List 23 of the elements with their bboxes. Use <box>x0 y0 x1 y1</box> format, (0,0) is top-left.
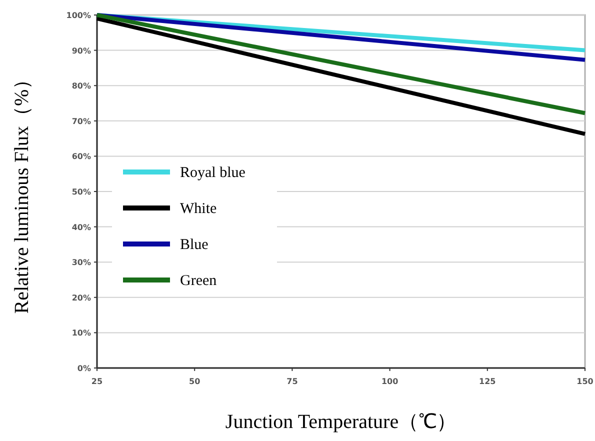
x-tick-label: 25 <box>91 377 103 386</box>
y-tick-label: 80% <box>72 82 91 91</box>
y-tick-label: 0% <box>77 364 91 373</box>
x-tick-label: 50 <box>189 377 201 386</box>
legend-label: Green <box>180 273 218 289</box>
y-tick-label: 70% <box>72 116 91 126</box>
y-tick-label: 30% <box>72 258 91 268</box>
y-tick-label: 20% <box>72 293 91 302</box>
y-axis-title: Relative luminous Flux（%） <box>11 69 33 314</box>
y-tick-label: 10% <box>72 328 91 338</box>
y-tick-label: 100% <box>66 11 91 20</box>
x-axis-title: Junction Temperature（℃） <box>225 411 457 433</box>
y-tick-label: 90% <box>72 46 91 56</box>
y-tick-label: 60% <box>72 152 91 162</box>
legend-label: Royal blue <box>180 165 246 181</box>
x-tick-label: 100 <box>381 377 399 386</box>
y-tick-label: 50% <box>72 188 91 196</box>
y-tick-label: 40% <box>72 222 91 232</box>
x-tick-label: 75 <box>286 377 298 386</box>
x-tick-label: 150 <box>576 377 594 386</box>
legend-label: White <box>180 201 217 217</box>
x-tick-label: 125 <box>479 377 496 386</box>
legend-label: Blue <box>180 237 209 253</box>
